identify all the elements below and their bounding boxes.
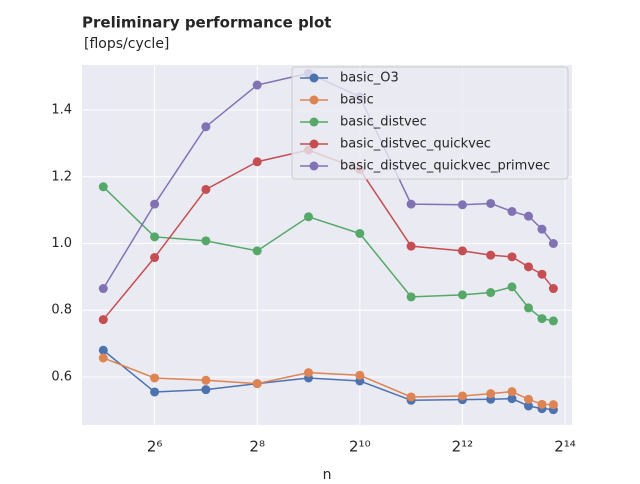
legend-marker xyxy=(309,139,319,149)
point xyxy=(507,394,517,404)
y-tick-label: 0.6 xyxy=(51,369,72,384)
point xyxy=(537,314,547,324)
point xyxy=(537,399,547,409)
point xyxy=(252,157,262,167)
legend-label: basic_O3 xyxy=(340,71,399,86)
point xyxy=(548,316,558,326)
y-tick-label: 1.2 xyxy=(51,169,72,184)
x-tick-label: 2⁶ xyxy=(147,438,163,456)
legend-marker xyxy=(309,95,319,105)
point xyxy=(486,198,496,208)
x-tick-label: 2¹² xyxy=(452,438,474,456)
point xyxy=(548,400,558,410)
legend-label: basic_distvec xyxy=(340,115,427,130)
point xyxy=(486,389,496,399)
point xyxy=(507,387,517,397)
point xyxy=(98,345,108,355)
point xyxy=(201,122,211,132)
point xyxy=(252,246,262,256)
x-tick-label: 2¹⁴ xyxy=(554,438,576,456)
point xyxy=(406,241,416,251)
point xyxy=(457,290,467,300)
point xyxy=(406,292,416,302)
point xyxy=(548,284,558,294)
y-tick-label: 1.4 xyxy=(51,103,72,118)
point xyxy=(507,282,517,292)
point xyxy=(98,353,108,363)
point xyxy=(523,401,533,411)
point xyxy=(304,368,314,378)
subtitle: [flops/cycle] xyxy=(84,36,169,52)
point xyxy=(201,375,211,385)
point xyxy=(523,394,533,404)
point xyxy=(201,184,211,194)
x-tick-label: 2¹⁰ xyxy=(349,438,371,456)
y-tick-label: 1.0 xyxy=(51,236,72,251)
point xyxy=(252,80,262,90)
legend-marker xyxy=(309,117,319,127)
point xyxy=(406,199,416,209)
point xyxy=(548,238,558,248)
x-axis-label: n xyxy=(323,467,332,480)
point xyxy=(457,391,467,401)
point xyxy=(457,200,467,210)
point xyxy=(486,288,496,298)
legend-marker xyxy=(309,73,319,83)
point xyxy=(523,303,533,313)
point xyxy=(150,387,160,397)
point xyxy=(98,182,108,192)
chart-title: Preliminary performance plot xyxy=(82,14,331,32)
point xyxy=(507,206,517,216)
point xyxy=(150,373,160,383)
point xyxy=(304,212,314,222)
point xyxy=(523,262,533,272)
point xyxy=(150,232,160,242)
point xyxy=(98,284,108,294)
point xyxy=(537,269,547,279)
point xyxy=(537,224,547,234)
point xyxy=(150,253,160,263)
point xyxy=(355,370,365,380)
point xyxy=(252,379,262,389)
y-tick-label: 0.8 xyxy=(51,303,72,318)
point xyxy=(201,236,211,246)
point xyxy=(201,385,211,395)
legend-box xyxy=(291,66,569,180)
point xyxy=(355,228,365,238)
legend-label: basic_distvec_quickvec xyxy=(340,137,491,152)
point xyxy=(507,252,517,262)
legend-label: basic_distvec_quickvec_primvec xyxy=(340,159,550,174)
point xyxy=(523,211,533,221)
legend-marker xyxy=(309,161,319,171)
point xyxy=(486,250,496,260)
point xyxy=(150,199,160,209)
point xyxy=(457,246,467,256)
point xyxy=(406,392,416,402)
legend-label: basic xyxy=(340,93,374,108)
point xyxy=(98,315,108,325)
x-tick-label: 2⁸ xyxy=(249,438,265,456)
